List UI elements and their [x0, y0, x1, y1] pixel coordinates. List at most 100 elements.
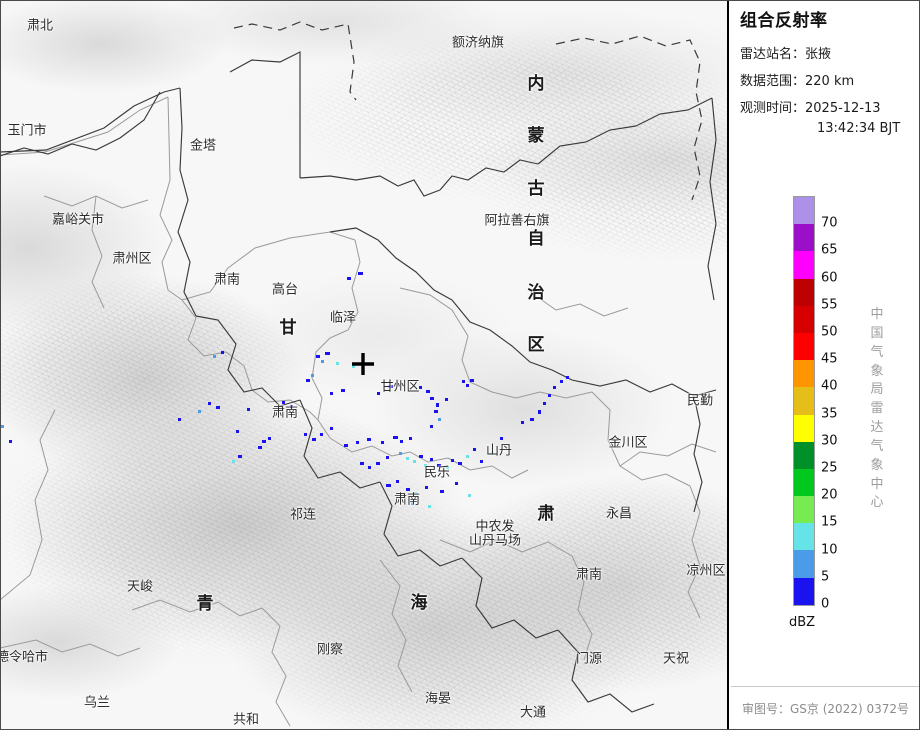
panel-divider: [731, 686, 920, 687]
radar-echo-layer: [1, 272, 569, 508]
radar-echo-pixel: [553, 386, 556, 389]
watermark-char: 局: [870, 382, 884, 398]
meta-row-range: 数据范围：220 km: [740, 70, 854, 89]
radar-echo-pixel: [406, 457, 409, 460]
radar-echo-pixel: [399, 452, 402, 455]
radar-echo-pixel: [1, 425, 4, 428]
radar-echo-pixel: [462, 380, 465, 383]
watermark-char: 国: [870, 325, 884, 341]
map-place-label: 永昌: [605, 506, 633, 522]
map-place-label: 区: [527, 335, 545, 356]
watermark-char: 气: [870, 438, 884, 454]
radar-echo-pixel: [312, 438, 316, 441]
map-place-label: 甘: [279, 318, 297, 339]
radar-echo-pixel: [321, 360, 324, 363]
watermark-char: 心: [870, 495, 884, 511]
radar-echo-pixel: [455, 482, 458, 485]
map-place-label: 临泽: [329, 310, 357, 326]
colorbar-tick: 25: [821, 460, 838, 476]
colorbar-tick: 40: [821, 378, 838, 394]
map-place-label: 天祝: [662, 651, 690, 667]
radar-echo-pixel: [424, 464, 427, 467]
watermark-char: 中: [870, 307, 884, 322]
map-place-label: 山丹: [485, 443, 513, 459]
radar-echo-pixel: [538, 410, 541, 414]
radar-echo-pixel: [213, 355, 216, 358]
radar-echo-pixel: [458, 462, 462, 465]
radar-echo-pixel: [178, 418, 181, 421]
map-place-label: 海晏: [424, 691, 452, 707]
colorbar-tick: 5: [821, 569, 830, 585]
watermark-char: 象: [870, 457, 884, 473]
radar-echo-pixel: [419, 455, 423, 458]
reflectivity-colorbar[interactable]: [793, 196, 815, 606]
radar-echo-pixel: [216, 406, 220, 409]
radar-echo-pixel: [500, 437, 503, 440]
radar-echo-pixel: [247, 408, 250, 411]
radar-echo-pixel: [521, 421, 524, 424]
meta-label-range: 数据范围：: [740, 74, 806, 89]
radar-echo-pixel: [548, 394, 551, 397]
radar-map-panel[interactable]: 肃北 额济纳旗 玉门市 金塔内蒙古阿拉善右旗 嘉峪关市自肃州区 肃南 高台治甘临泽区甘州区民…: [0, 0, 729, 730]
map-place-label: 阿拉善右旗: [484, 213, 550, 229]
map-place-label: 自: [527, 229, 545, 250]
map-approval-number: 审图号：GS京 (2022) 0372号: [742, 702, 909, 716]
radar-echo-pixel: [473, 448, 476, 451]
map-place-label: 肃北: [26, 18, 54, 34]
meta-value-time: 13:42:34 BJT: [817, 121, 901, 136]
map-place-label: 金塔: [189, 138, 217, 154]
map-place-label: 德令哈市: [0, 650, 49, 666]
radar-echo-pixel: [436, 403, 439, 407]
colorbar-tick: 15: [821, 514, 838, 530]
meta-row-time: 观测时间：2025-12-13: [740, 97, 881, 116]
map-place-label: 肃南: [575, 567, 603, 583]
map-place-label: 刚察: [316, 642, 344, 658]
radar-echo-pixel: [381, 441, 384, 444]
map-place-label: 肃南: [213, 272, 241, 288]
radar-echo-pixel: [419, 386, 422, 389]
watermark-char: 达: [870, 420, 884, 436]
map-place-label: 海: [410, 593, 428, 614]
radar-echo-pixel: [437, 464, 441, 467]
colorbar-segment: [794, 224, 814, 252]
radar-echo-pixel: [238, 455, 242, 458]
colorbar-tick: 20: [821, 487, 838, 503]
colorbar-tick: 60: [821, 270, 838, 286]
radar-echo-pixel: [434, 410, 438, 413]
radar-echo-pixel: [438, 418, 441, 421]
colorbar-segment: [794, 251, 814, 279]
radar-echo-pixel: [316, 355, 320, 358]
radar-echo-pixel: [566, 376, 569, 379]
radar-echo-pixel: [330, 392, 333, 395]
map-place-label: 青: [196, 594, 214, 615]
colorbar-segment: [794, 305, 814, 333]
radar-echo-pixel: [376, 462, 380, 465]
colorbar-segment: [794, 278, 814, 306]
map-place-label: 蒙: [527, 126, 545, 147]
radar-echo-pixel: [388, 385, 393, 388]
radar-echo-pixel: [406, 488, 410, 491]
radar-site-cross-icon: [352, 353, 374, 375]
map-place-label: 内: [527, 74, 545, 95]
colorbar-segment: [794, 414, 814, 442]
radar-echo-pixel: [409, 437, 412, 440]
radar-echo-pixel: [560, 380, 563, 383]
radar-echo-pixel: [466, 384, 469, 387]
radar-echo-pixel: [490, 452, 493, 455]
radar-echo-pixel: [425, 486, 428, 489]
radar-echo-pixel: [232, 460, 235, 463]
radar-echo-pixel: [445, 398, 448, 401]
radar-echo-pixel: [414, 492, 417, 495]
colorbar-tick: 65: [821, 242, 838, 258]
map-place-label: 肃南: [271, 405, 299, 421]
radar-echo-pixel: [325, 352, 330, 355]
map-place-label: 凉州区: [686, 563, 726, 579]
radar-echo-pixel: [198, 410, 201, 413]
map-place-label: 天峻: [126, 579, 154, 595]
meta-value-station: 张掖: [805, 47, 832, 62]
radar-echo-pixel: [430, 425, 433, 428]
radar-echo-pixel: [262, 440, 266, 443]
map-place-label: 治: [527, 283, 545, 304]
radar-echo-pixel: [543, 402, 546, 405]
radar-echo-pixel: [530, 418, 534, 421]
